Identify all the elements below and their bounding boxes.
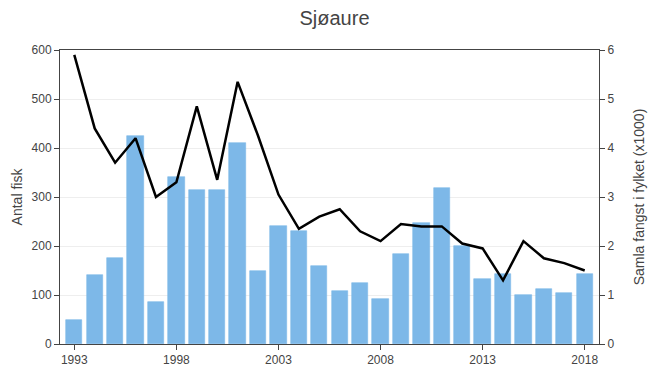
svg-text:300: 300 — [32, 190, 52, 204]
svg-text:0: 0 — [607, 337, 614, 351]
svg-text:2008: 2008 — [367, 353, 394, 367]
svg-text:6: 6 — [607, 43, 614, 57]
svg-text:2018: 2018 — [571, 353, 598, 367]
svg-text:Samla fangst i fylket (x1000): Samla fangst i fylket (x1000) — [631, 109, 647, 286]
svg-text:5: 5 — [607, 92, 614, 106]
svg-text:1: 1 — [607, 288, 614, 302]
svg-text:500: 500 — [32, 92, 52, 106]
svg-text:2013: 2013 — [469, 353, 496, 367]
svg-text:100: 100 — [32, 288, 52, 302]
svg-text:600: 600 — [32, 43, 52, 57]
svg-text:Antal fisk: Antal fisk — [9, 168, 25, 226]
svg-text:1998: 1998 — [163, 353, 190, 367]
svg-text:3: 3 — [607, 190, 614, 204]
svg-text:400: 400 — [32, 141, 52, 155]
svg-text:2: 2 — [607, 239, 614, 253]
svg-text:1993: 1993 — [61, 353, 88, 367]
svg-text:2003: 2003 — [265, 353, 292, 367]
svg-text:0: 0 — [45, 337, 52, 351]
svg-text:4: 4 — [607, 141, 614, 155]
svg-text:200: 200 — [32, 239, 52, 253]
svg-text:Sjøaure: Sjøaure — [299, 7, 369, 29]
